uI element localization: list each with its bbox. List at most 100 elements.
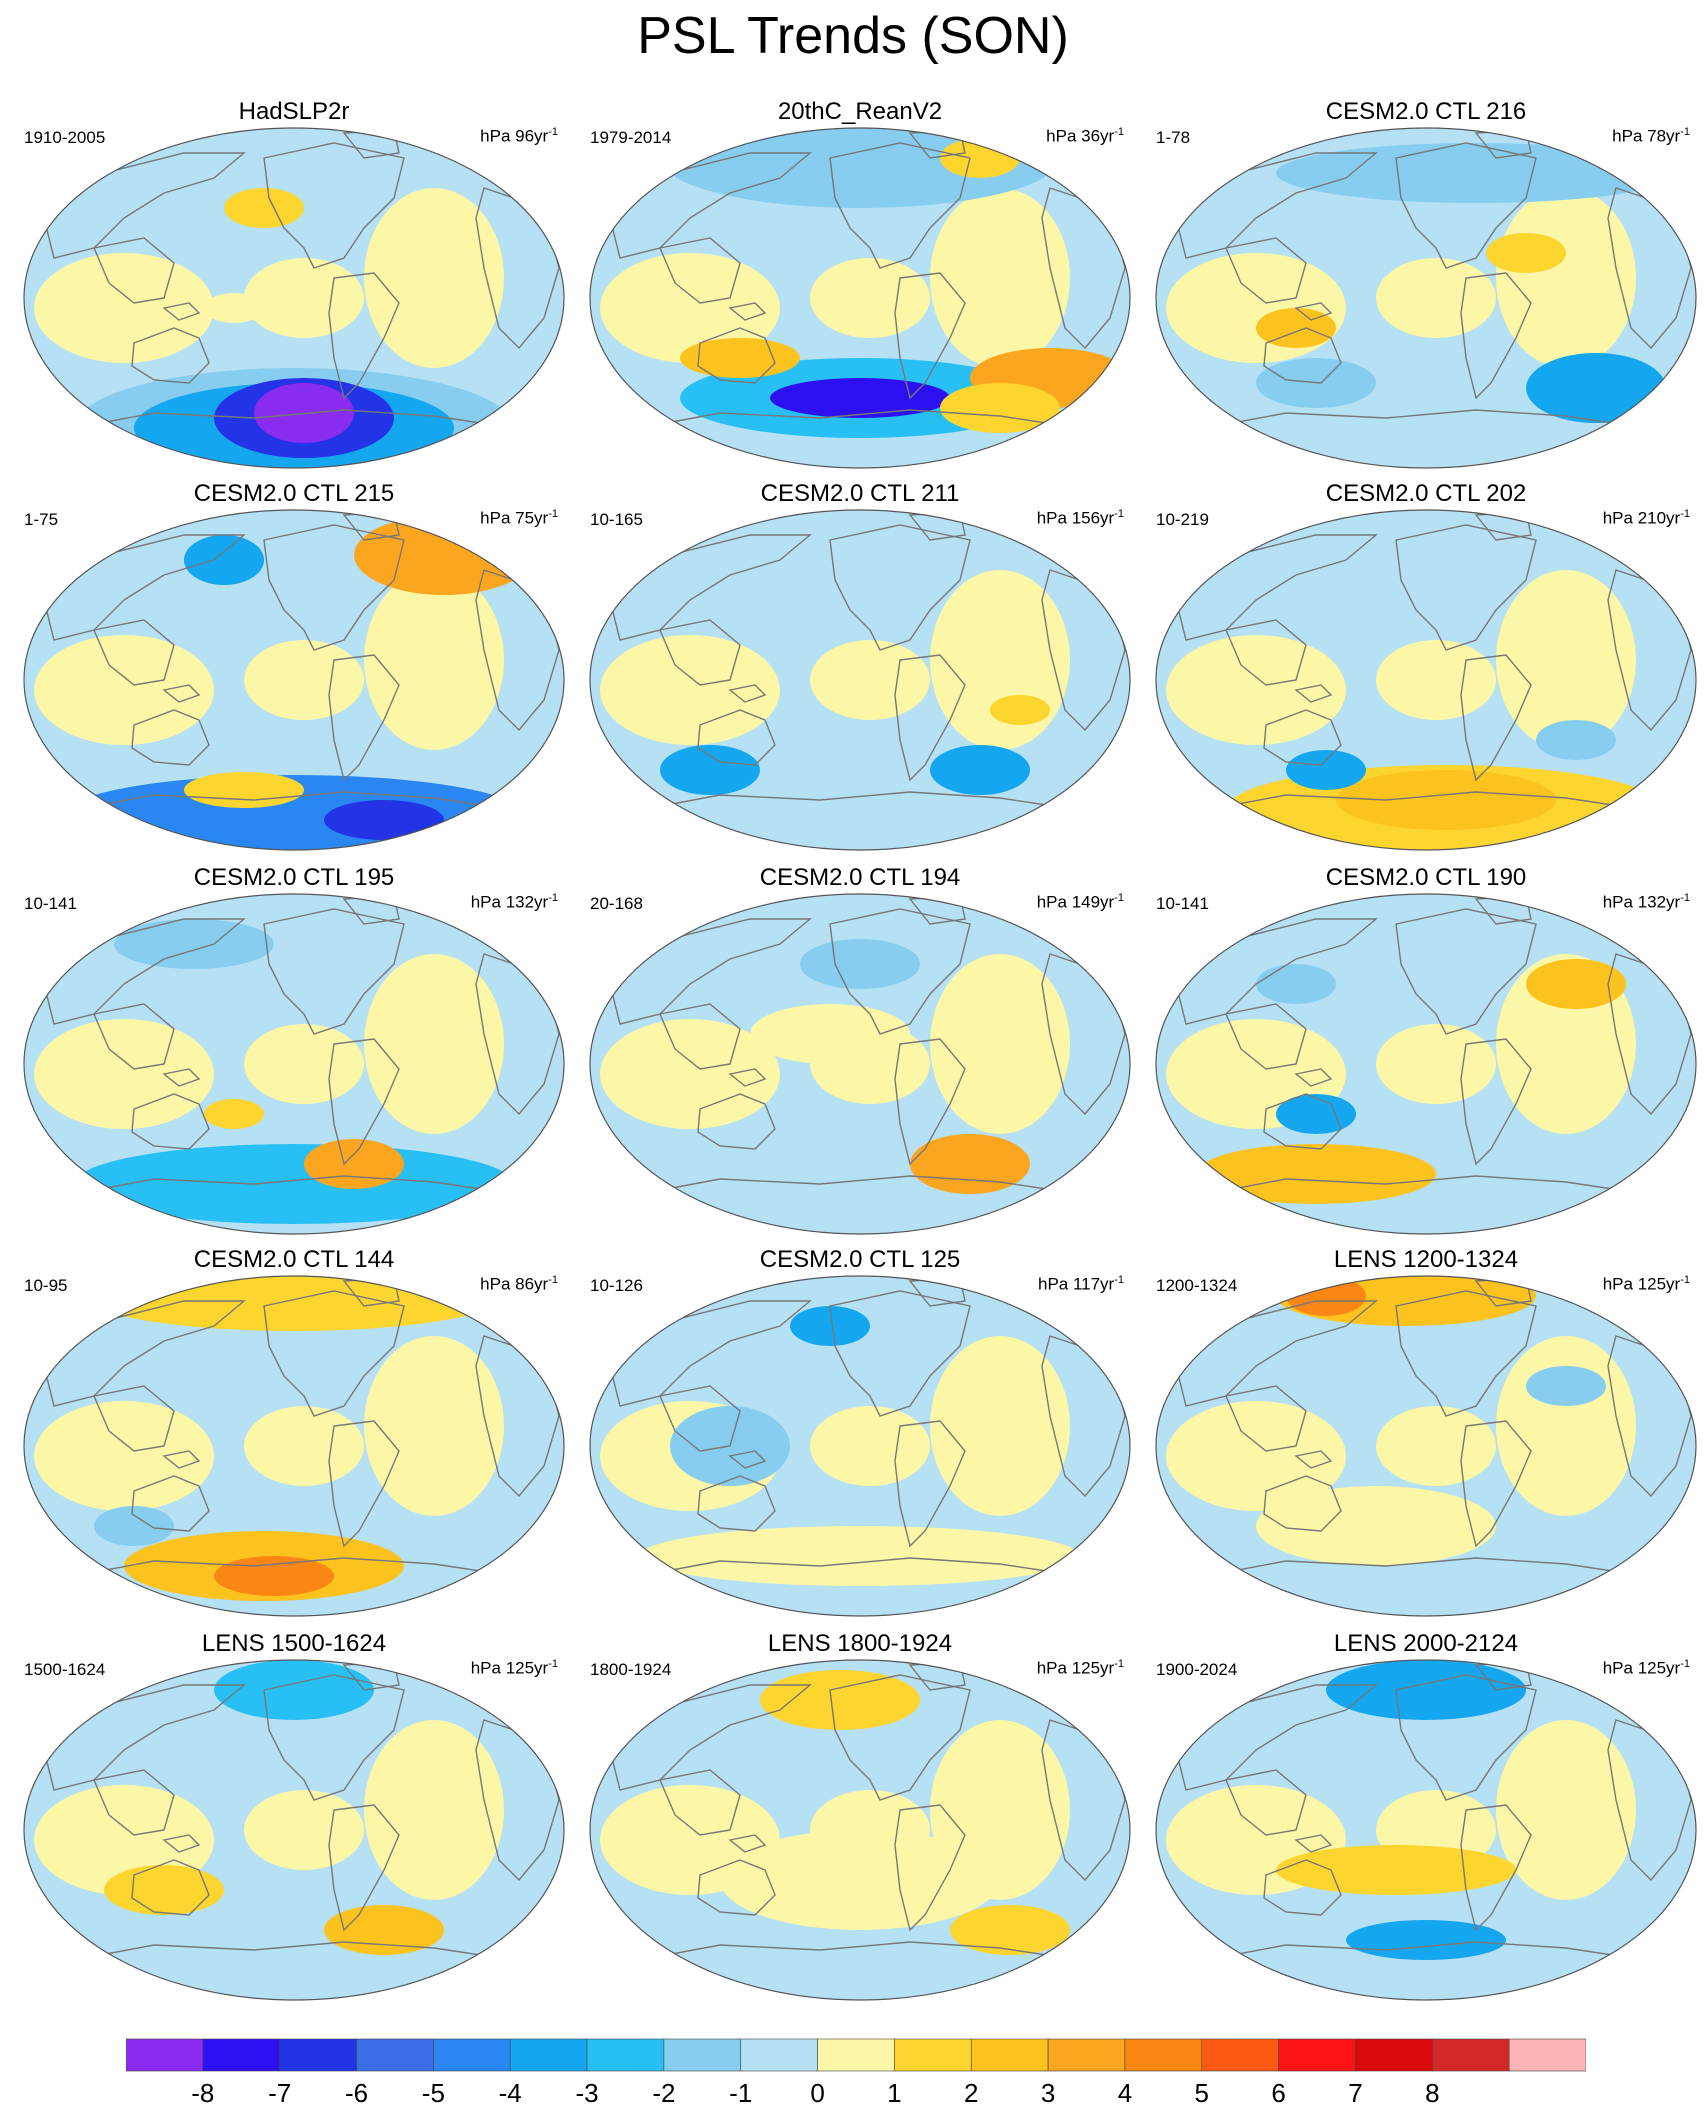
panel-period: 1-78 (1156, 128, 1191, 147)
trend-region (364, 1336, 504, 1516)
trend-region (800, 939, 920, 989)
map-panel: CESM2.0 CTL 194 20-168 hPa 149yr-1 (580, 864, 1140, 1244)
colorbar-swatch (509, 2038, 588, 2072)
trend-region (1166, 253, 1346, 363)
trend-region (364, 1720, 504, 1900)
trend-region (770, 378, 950, 418)
colorbar-swatch (126, 2038, 204, 2072)
trend-region (324, 800, 444, 840)
trend-region (1376, 1024, 1496, 1104)
trend-region (244, 258, 364, 338)
trend-region (304, 1139, 404, 1189)
trend-region (1496, 1720, 1636, 1900)
colorbar-tick-label: 1 (887, 2078, 902, 2108)
colorbar-swatch (740, 2038, 818, 2072)
trend-region (930, 954, 1070, 1134)
trend-region (1166, 635, 1346, 745)
globe-map (1155, 1659, 1697, 2001)
panel-units: hPa 156yr-1 (1036, 508, 1124, 528)
colorbar-tick-label: -8 (191, 2078, 215, 2108)
trend-region (214, 1556, 334, 1596)
panel-title: CESM2.0 CTL 211 (760, 480, 960, 507)
trend-region (930, 188, 1070, 368)
trend-region (750, 1004, 910, 1064)
globe-border (1155, 509, 1697, 851)
trend-region (184, 772, 304, 808)
trend-region (1536, 720, 1616, 760)
panel-units: hPa 149yr-1 (1036, 892, 1124, 912)
panel-period: 1910-2005 (24, 128, 106, 147)
colorbar-swatch (1355, 2038, 1433, 2072)
panel-units: hPa 132yr-1 (1602, 892, 1690, 912)
trend-region (244, 1790, 364, 1870)
panel-title: HadSLP2r (238, 98, 350, 125)
trend-region (114, 919, 274, 969)
trend-region (950, 1905, 1070, 1955)
panel-title: LENS 2000-2124 (1333, 1630, 1519, 1657)
panel-title: CESM2.0 CTL 215 (193, 480, 395, 507)
panel-units: hPa 36yr-1 (1046, 126, 1124, 146)
trend-region (1376, 258, 1496, 338)
trend-region (1376, 640, 1496, 720)
colorbar-tick-label: 8 (1425, 2078, 1440, 2108)
colorbar-tick-label: -4 (498, 2078, 522, 2108)
trend-region (930, 1336, 1070, 1516)
panel-units: hPa 75yr-1 (480, 508, 558, 528)
trend-region (364, 188, 504, 368)
colorbar-tick-label: 2 (964, 2078, 979, 2108)
panel-period: 1-75 (24, 510, 59, 529)
panel-period: 1979-2014 (590, 128, 672, 147)
map-panel: HadSLP2r 1910-2005 hPa 96yr-1 (14, 98, 574, 478)
panel-title: CESM2.0 CTL 202 (1325, 480, 1527, 507)
globe-border (23, 1275, 565, 1617)
colorbar-swatch (817, 2038, 895, 2072)
map-panel: CESM2.0 CTL 144 10-95 hPa 86yr-1 (14, 1246, 574, 1626)
panel-units: hPa 125yr-1 (470, 1658, 558, 1678)
panel-period: 10-95 (24, 1276, 68, 1295)
globe-map (23, 893, 565, 1235)
trend-region (244, 640, 364, 720)
colorbar-swatch (433, 2038, 511, 2072)
panel-period: 1900-2024 (1156, 1660, 1238, 1679)
trend-region (34, 1019, 214, 1129)
panel-units: hPa 125yr-1 (1602, 1274, 1690, 1294)
panel-period: 1800-1924 (590, 1660, 672, 1679)
trend-region (364, 570, 504, 750)
globe-border (589, 127, 1131, 469)
map-panel: LENS 2000-2124 1900-2024 hPa 125yr-1 (1146, 1630, 1706, 2010)
colorbar (126, 2038, 1586, 2072)
colorbar-tick-label: 7 (1348, 2078, 1363, 2108)
colorbar-swatch (279, 2038, 357, 2072)
trend-region (990, 695, 1050, 725)
trend-region (244, 1406, 364, 1486)
map-panel: CESM2.0 CTL 215 1-75 hPa 75yr-1 (14, 480, 574, 860)
globe-border (1155, 127, 1697, 469)
panel-title: LENS 1200-1324 (1333, 1246, 1519, 1273)
trend-region (204, 293, 264, 323)
trend-region (104, 1865, 224, 1915)
globe-border (1155, 1275, 1697, 1617)
trend-region (810, 640, 930, 720)
panel-period: 10-219 (1156, 510, 1209, 529)
map-panel: LENS 1500-1624 1500-1624 hPa 125yr-1 (14, 1630, 574, 2010)
panel-period: 10-141 (24, 894, 77, 913)
trend-region (94, 1506, 174, 1546)
colorbar-swatch (1124, 2038, 1203, 2072)
colorbar-swatch (894, 2038, 972, 2072)
colorbar-tick-label: 3 (1040, 2078, 1056, 2108)
panel-title: CESM2.0 CTL 195 (193, 864, 395, 891)
colorbar-swatch (586, 2038, 665, 2072)
panel-period: 20-168 (590, 894, 643, 913)
trend-region (930, 570, 1070, 750)
trend-region (1276, 143, 1676, 203)
globe-map (23, 509, 565, 851)
colorbar-tick-label: 4 (1117, 2078, 1133, 2108)
trend-region (640, 1526, 1080, 1586)
map-panel: LENS 1800-1924 1800-1924 hPa 125yr-1 (580, 1630, 1140, 2010)
globe-border (1155, 893, 1697, 1235)
panel-period: 10-141 (1156, 894, 1209, 913)
colorbar-swatch (202, 2038, 280, 2072)
globe-border (23, 1659, 565, 2001)
colorbar-swatch (663, 2038, 742, 2072)
colorbar-swatch (356, 2038, 434, 2072)
